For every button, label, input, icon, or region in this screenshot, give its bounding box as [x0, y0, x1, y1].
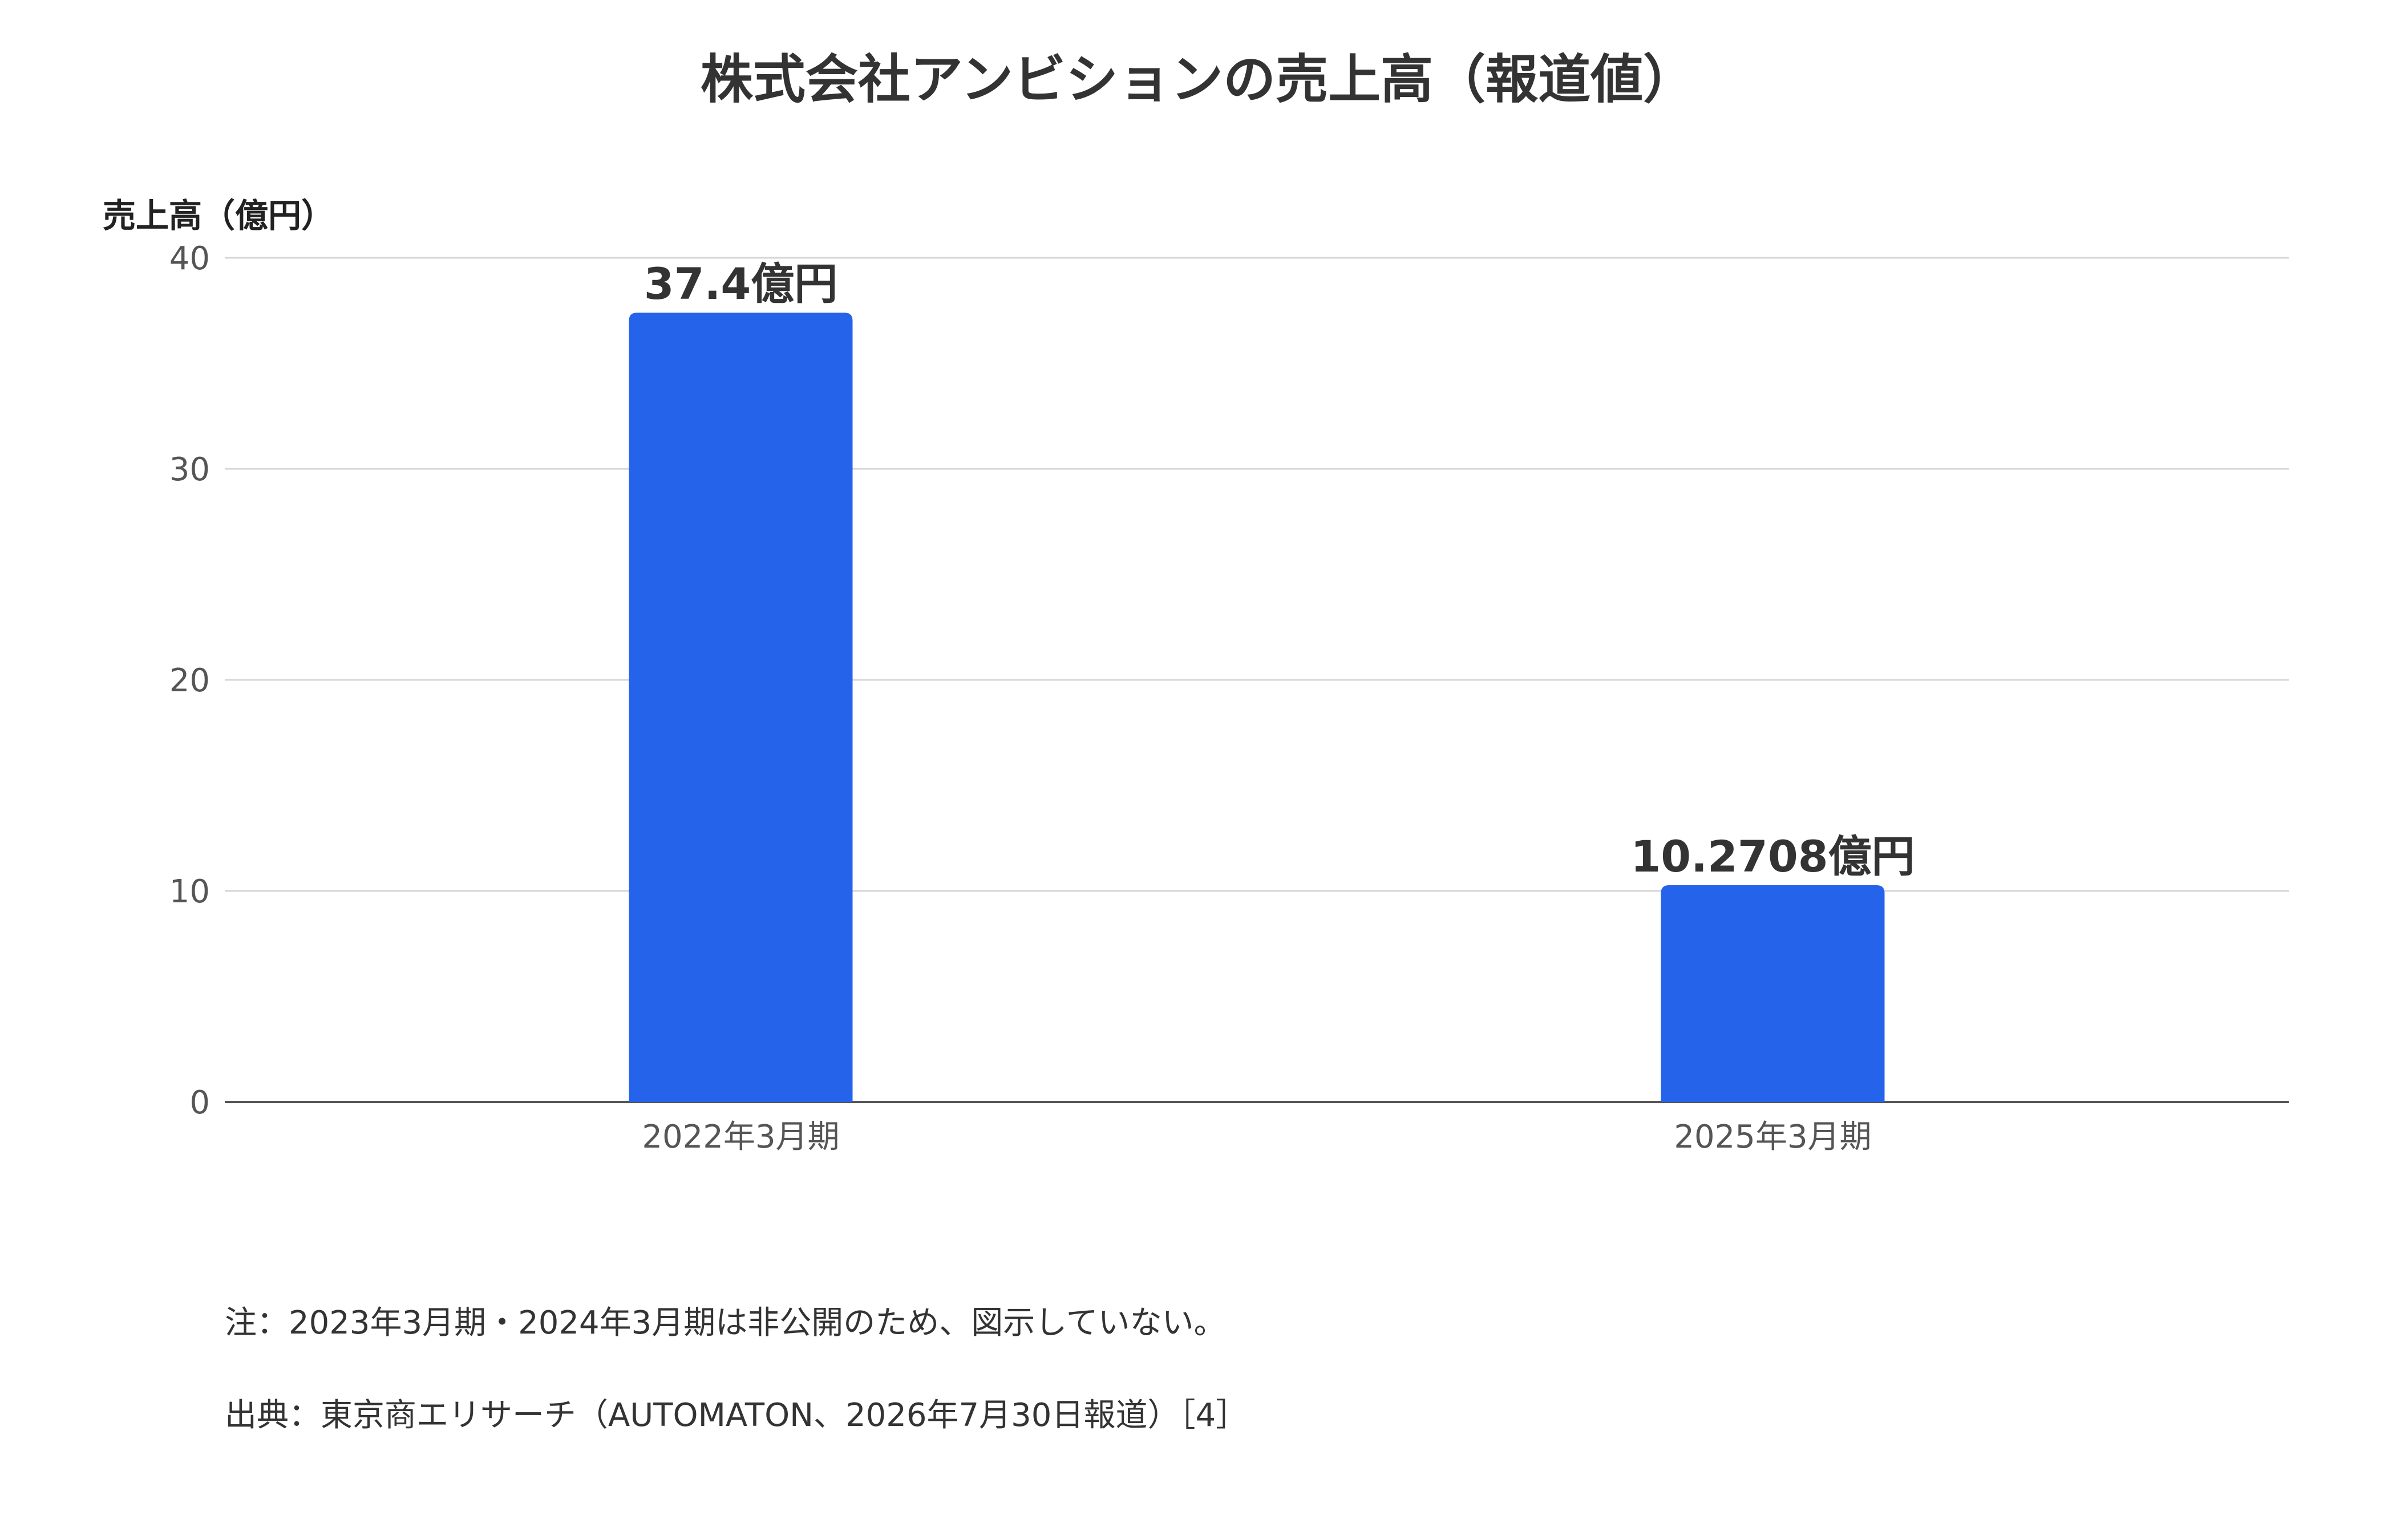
data-label: 37.4億円 [644, 258, 838, 309]
gridlines [225, 257, 2289, 1103]
bar [1661, 885, 1885, 1102]
data-label: 10.2708億円 [1630, 831, 1915, 882]
y-tick-label: 30 [169, 451, 210, 488]
y-axis-ticks: 0 10 20 30 40 [169, 240, 210, 1121]
y-tick-label: 0 [189, 1084, 210, 1121]
x-tick-label: 2025年3月期 [1674, 1118, 1871, 1156]
chart-note: 注：2023年3月期・2024年3月期は非公開のため、図示していない。 [225, 1304, 1226, 1342]
y-tick-label: 10 [169, 873, 210, 910]
y-tick-label: 20 [169, 662, 210, 699]
y-tick-label: 40 [169, 240, 210, 277]
bar [629, 313, 853, 1103]
chart-source: 出典：東京商エリサーチ（AUTOMATON、2026年7月30日報道）［4］ [225, 1397, 1248, 1434]
y-axis-label: 売上高（億円） [103, 196, 335, 235]
chart-title: 株式会社アンビションの売上高（報道値） [700, 49, 1696, 110]
data-labels: 37.4億円 10.2708億円 [644, 258, 1915, 882]
bars [629, 313, 1885, 1103]
x-tick-label: 2022年3月期 [642, 1118, 839, 1156]
x-axis-ticks: 2022年3月期 2025年3月期 [642, 1118, 1871, 1156]
